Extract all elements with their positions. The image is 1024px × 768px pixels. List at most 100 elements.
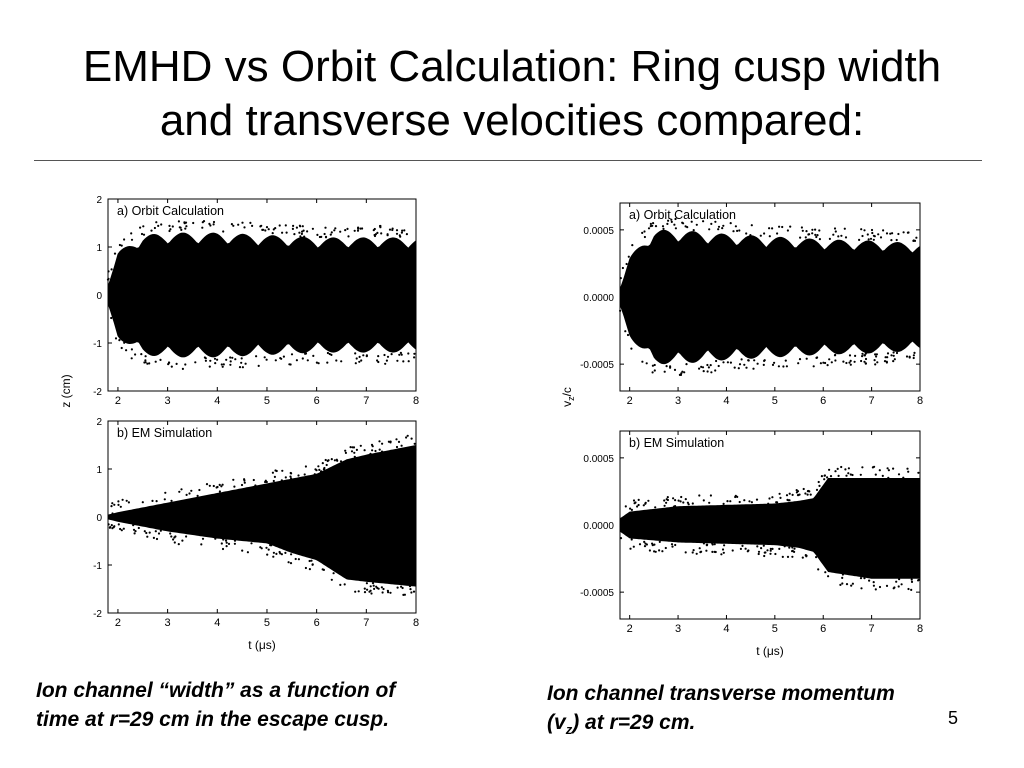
data-point — [122, 527, 125, 530]
data-point — [714, 369, 717, 372]
data-point — [851, 582, 854, 585]
data-point — [757, 550, 761, 553]
data-cloud — [620, 229, 920, 365]
data-point — [871, 231, 874, 235]
data-point — [654, 550, 657, 553]
data-point — [403, 229, 406, 232]
data-point — [853, 360, 856, 363]
data-point — [372, 584, 375, 587]
data-point — [692, 229, 695, 232]
data-point — [157, 532, 161, 535]
data-point — [177, 543, 180, 546]
data-point — [125, 499, 128, 502]
data-point — [756, 545, 759, 548]
data-point — [817, 480, 820, 484]
data-point — [413, 356, 416, 359]
data-point — [701, 366, 705, 369]
data-point — [387, 440, 390, 443]
data-point — [209, 224, 212, 227]
data-point — [383, 353, 386, 357]
data-point — [387, 591, 390, 594]
data-point — [397, 440, 401, 443]
data-point — [130, 357, 133, 360]
data-point — [863, 354, 866, 357]
data-point — [148, 531, 151, 534]
data-point — [357, 590, 360, 593]
data-point — [243, 479, 246, 482]
data-point — [143, 361, 146, 364]
data-point — [670, 218, 673, 221]
data-point — [886, 467, 889, 470]
caption-right-line-2: (vz) at r=29 cm. — [547, 711, 696, 738]
data-point — [214, 362, 217, 365]
data-point — [738, 500, 741, 504]
data-point — [861, 466, 864, 469]
data-point — [385, 359, 388, 362]
data-point — [748, 500, 751, 503]
data-point — [371, 582, 375, 585]
data-point — [184, 363, 187, 366]
data-point — [804, 236, 807, 239]
data-point — [229, 363, 232, 366]
data-point — [849, 359, 852, 362]
x-tick-label: 5 — [772, 623, 778, 635]
data-point — [317, 362, 320, 365]
x-axis-label: t (μs) — [756, 644, 784, 658]
data-point — [738, 363, 742, 366]
data-point — [889, 232, 892, 235]
data-point — [172, 538, 175, 541]
data-point — [768, 497, 771, 500]
data-point — [159, 358, 162, 361]
data-point — [221, 547, 225, 551]
data-point — [816, 234, 819, 237]
data-point — [720, 553, 723, 556]
data-point — [119, 505, 122, 508]
data-point — [121, 498, 124, 501]
data-point — [797, 362, 800, 365]
data-point — [802, 487, 805, 491]
data-point — [200, 543, 203, 546]
data-point — [218, 483, 221, 486]
data-point — [271, 232, 274, 235]
data-point — [221, 483, 224, 486]
data-point — [753, 359, 756, 362]
data-point — [110, 268, 113, 271]
data-point — [866, 233, 869, 236]
data-point — [745, 366, 748, 369]
data-point — [351, 446, 354, 449]
data-point — [717, 225, 721, 228]
data-point — [680, 372, 683, 375]
data-point — [912, 239, 915, 242]
data-point — [877, 233, 880, 236]
data-point — [410, 591, 413, 594]
data-point — [700, 550, 703, 553]
data-point — [220, 485, 223, 488]
data-point — [863, 360, 866, 363]
data-point — [884, 356, 887, 359]
data-point — [330, 578, 333, 581]
data-point — [749, 234, 752, 237]
data-point — [788, 546, 791, 549]
data-point — [895, 580, 898, 583]
data-point — [234, 358, 237, 361]
data-point — [729, 222, 732, 225]
y-tick-label: -0.0005 — [580, 588, 614, 599]
data-point — [194, 361, 197, 364]
data-point — [292, 224, 295, 227]
data-point — [881, 474, 884, 477]
data-point — [860, 228, 863, 231]
data-point — [793, 550, 796, 553]
data-point — [395, 445, 399, 449]
data-point — [815, 488, 819, 491]
data-point — [326, 351, 329, 355]
data-point — [887, 469, 890, 472]
x-tick-label: 2 — [115, 617, 121, 629]
data-point — [793, 547, 796, 550]
caption-left-line-2: time at r=29 cm in the escape cusp. — [36, 708, 390, 731]
data-point — [154, 530, 157, 533]
data-point — [205, 483, 209, 486]
data-point — [358, 355, 361, 358]
data-point — [344, 451, 347, 454]
data-point — [412, 590, 416, 593]
data-point — [845, 583, 849, 586]
